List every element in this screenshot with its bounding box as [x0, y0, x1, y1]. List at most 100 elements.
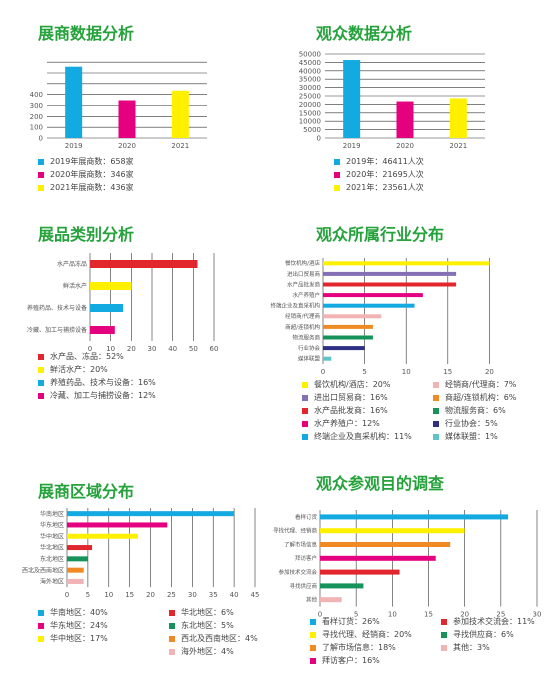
category-label: 西北及西南地区 — [22, 566, 64, 574]
bar-华北地区 — [67, 545, 93, 551]
chart-legend: 2019年展商数：658家 2020年展商数：346家 2021年展商数：436家 — [38, 155, 134, 194]
legend-item: 看样订货：26% — [310, 615, 435, 628]
y-tick-label: 200 — [30, 113, 43, 121]
legend-item: 海外地区：4% — [169, 645, 294, 658]
category-label: 看样订货 — [295, 513, 318, 521]
x-tick-label: 20 — [460, 611, 469, 619]
legend-label: 2020年展商数：346家 — [50, 170, 134, 179]
category-label: 养殖药品、技术与设备 — [27, 304, 87, 312]
legend-item: 餐饮机构/酒店：20% — [302, 378, 427, 391]
legend-label: 华中地区：17% — [50, 634, 108, 643]
legend-label: 其他：3% — [453, 643, 490, 652]
legend-swatch — [433, 407, 439, 414]
bar-餐饮机构/酒店 — [323, 261, 490, 266]
x-tick-label: 2019 — [65, 142, 83, 150]
category-label: 媒体联盟 — [298, 355, 321, 363]
legend-swatch — [38, 184, 44, 191]
legend-label: 养殖药品、技术与设备：16% — [50, 378, 156, 387]
legend-swatch — [441, 631, 447, 638]
legend-swatch — [310, 618, 316, 625]
y-tick-label: 20000 — [299, 101, 321, 109]
legend-label: 水产养殖户：12% — [314, 419, 380, 428]
legend-item: 参加技术交流会：11% — [441, 615, 545, 628]
legend-swatch — [302, 394, 308, 401]
legend-swatch — [433, 433, 439, 440]
category-label: 物流服务商 — [292, 333, 320, 341]
bar-商超/连锁机构 — [323, 324, 373, 329]
x-tick-label: 0 — [88, 345, 92, 353]
x-tick-label: 15 — [125, 591, 134, 599]
x-tick-label: 50 — [189, 345, 198, 353]
x-tick-label: 35 — [209, 591, 218, 599]
x-tick-label: 2021 — [171, 142, 189, 150]
bar-水产品冻品 — [90, 260, 198, 268]
legend-label: 媒体联盟：1% — [445, 432, 498, 441]
category-label: 水产品冻品 — [57, 260, 87, 268]
x-tick-label: 5 — [354, 611, 358, 619]
visitor-data-panel: 观众数据分析 0 5000 10000 15000 20000 25000 30000 350… — [272, 0, 545, 200]
legend-label: 参加技术交流会：11% — [453, 617, 535, 626]
y-tick-label: 40000 — [299, 67, 321, 75]
legend-swatch — [310, 631, 316, 638]
legend-label: 2020年：21695人次 — [346, 170, 424, 179]
legend-swatch — [334, 158, 340, 165]
legend-swatch — [310, 644, 316, 651]
category-label: 终端企业及直采机构 — [270, 302, 320, 310]
legend-swatch — [38, 609, 44, 616]
legend-swatch — [433, 381, 439, 388]
bar-其他 — [320, 597, 342, 603]
chart-legend: 华南地区：40% 华北地区：6% 华东地区：24% 东北地区：5% 华中地区：17% 西北… — [38, 606, 294, 658]
legend-item: 养殖药品、技术与设备：16% — [38, 376, 156, 389]
legend-label: 西北及西南地区：4% — [181, 634, 258, 643]
bar-2020 — [396, 101, 414, 138]
legend-item: 冷藏、加工与捕捞设备：12% — [38, 389, 156, 402]
legend-item: 终端企业及直采机构：11% — [302, 430, 427, 443]
bar-水产养殖户 — [323, 293, 423, 298]
chart-title: 展商数据分析 — [38, 24, 135, 43]
legend-label: 终端企业及直采机构：11% — [314, 432, 412, 441]
legend-swatch — [302, 433, 308, 440]
bar-终端企业及直采机构 — [323, 303, 415, 308]
category-label: 寻找代理、经销商 — [273, 527, 318, 535]
y-tick-label: 0 — [317, 135, 321, 143]
category-label: 进出口贸易商 — [287, 270, 321, 278]
legend-item: 2019年：46411人次 — [334, 155, 424, 168]
legend-label: 寻找代理、经销商：20% — [322, 630, 412, 639]
x-tick-label: 25 — [496, 611, 505, 619]
legend-label: 行业协会：5% — [445, 419, 498, 428]
bar-了解市场信息 — [320, 542, 451, 547]
legend-swatch — [169, 648, 175, 655]
legend-swatch — [334, 171, 340, 178]
y-tick-label: 5000 — [303, 126, 321, 134]
bar-寻找供应商 — [320, 583, 364, 589]
legend-swatch — [38, 366, 44, 373]
legend-label: 华南地区：40% — [50, 608, 108, 617]
legend-item: 进出口贸易商：16% — [302, 391, 427, 404]
legend-swatch — [38, 171, 44, 178]
legend-swatch — [433, 420, 439, 427]
legend-label: 物流服务商：6% — [445, 406, 506, 415]
legend-item: 了解市场信息：18% — [310, 641, 435, 654]
legend-item: 拜访客户：16% — [310, 654, 435, 667]
legend-item: 水产品、冻品：52% — [38, 350, 156, 363]
legend-label: 2019年：46411人次 — [346, 157, 424, 166]
x-tick-label: 5 — [362, 368, 366, 376]
legend-item: 华南地区：40% — [38, 606, 163, 619]
chart-legend: 水产品、冻品：52% 鲜活水产：20% 养殖药品、技术与设备：16% 冷藏、加工与捕捞… — [38, 350, 156, 402]
x-tick-label: 15 — [443, 368, 452, 376]
legend-item: 2020年：21695人次 — [334, 168, 424, 181]
legend-label: 2021年：23561人次 — [346, 183, 424, 192]
bar-东北地区 — [67, 556, 88, 562]
legend-item: 西北及西南地区：4% — [169, 632, 294, 645]
chart-legend: 餐饮机构/酒店：20% 经销商/代理商：7% 进出口贸易商：16% 商超/连锁机构：6… — [302, 378, 545, 443]
bar-行业协会 — [323, 346, 365, 351]
x-tick-label: 20 — [485, 368, 494, 376]
bar-华中地区 — [67, 533, 139, 539]
legend-item: 2021年展商数：436家 — [38, 181, 134, 194]
x-tick-label: 30 — [148, 345, 157, 353]
legend-label: 华东地区：24% — [50, 621, 108, 630]
exhibitor-region-chart: 0 5 10 15 20 25 30 35 40 45 华南地区华东地区华中地区华北地区东北地区西北… — [22, 508, 259, 599]
category-label: 行业协会 — [298, 344, 321, 352]
category-label: 拜访客户 — [295, 554, 317, 562]
legend-label: 进出口贸易商：16% — [314, 393, 388, 402]
